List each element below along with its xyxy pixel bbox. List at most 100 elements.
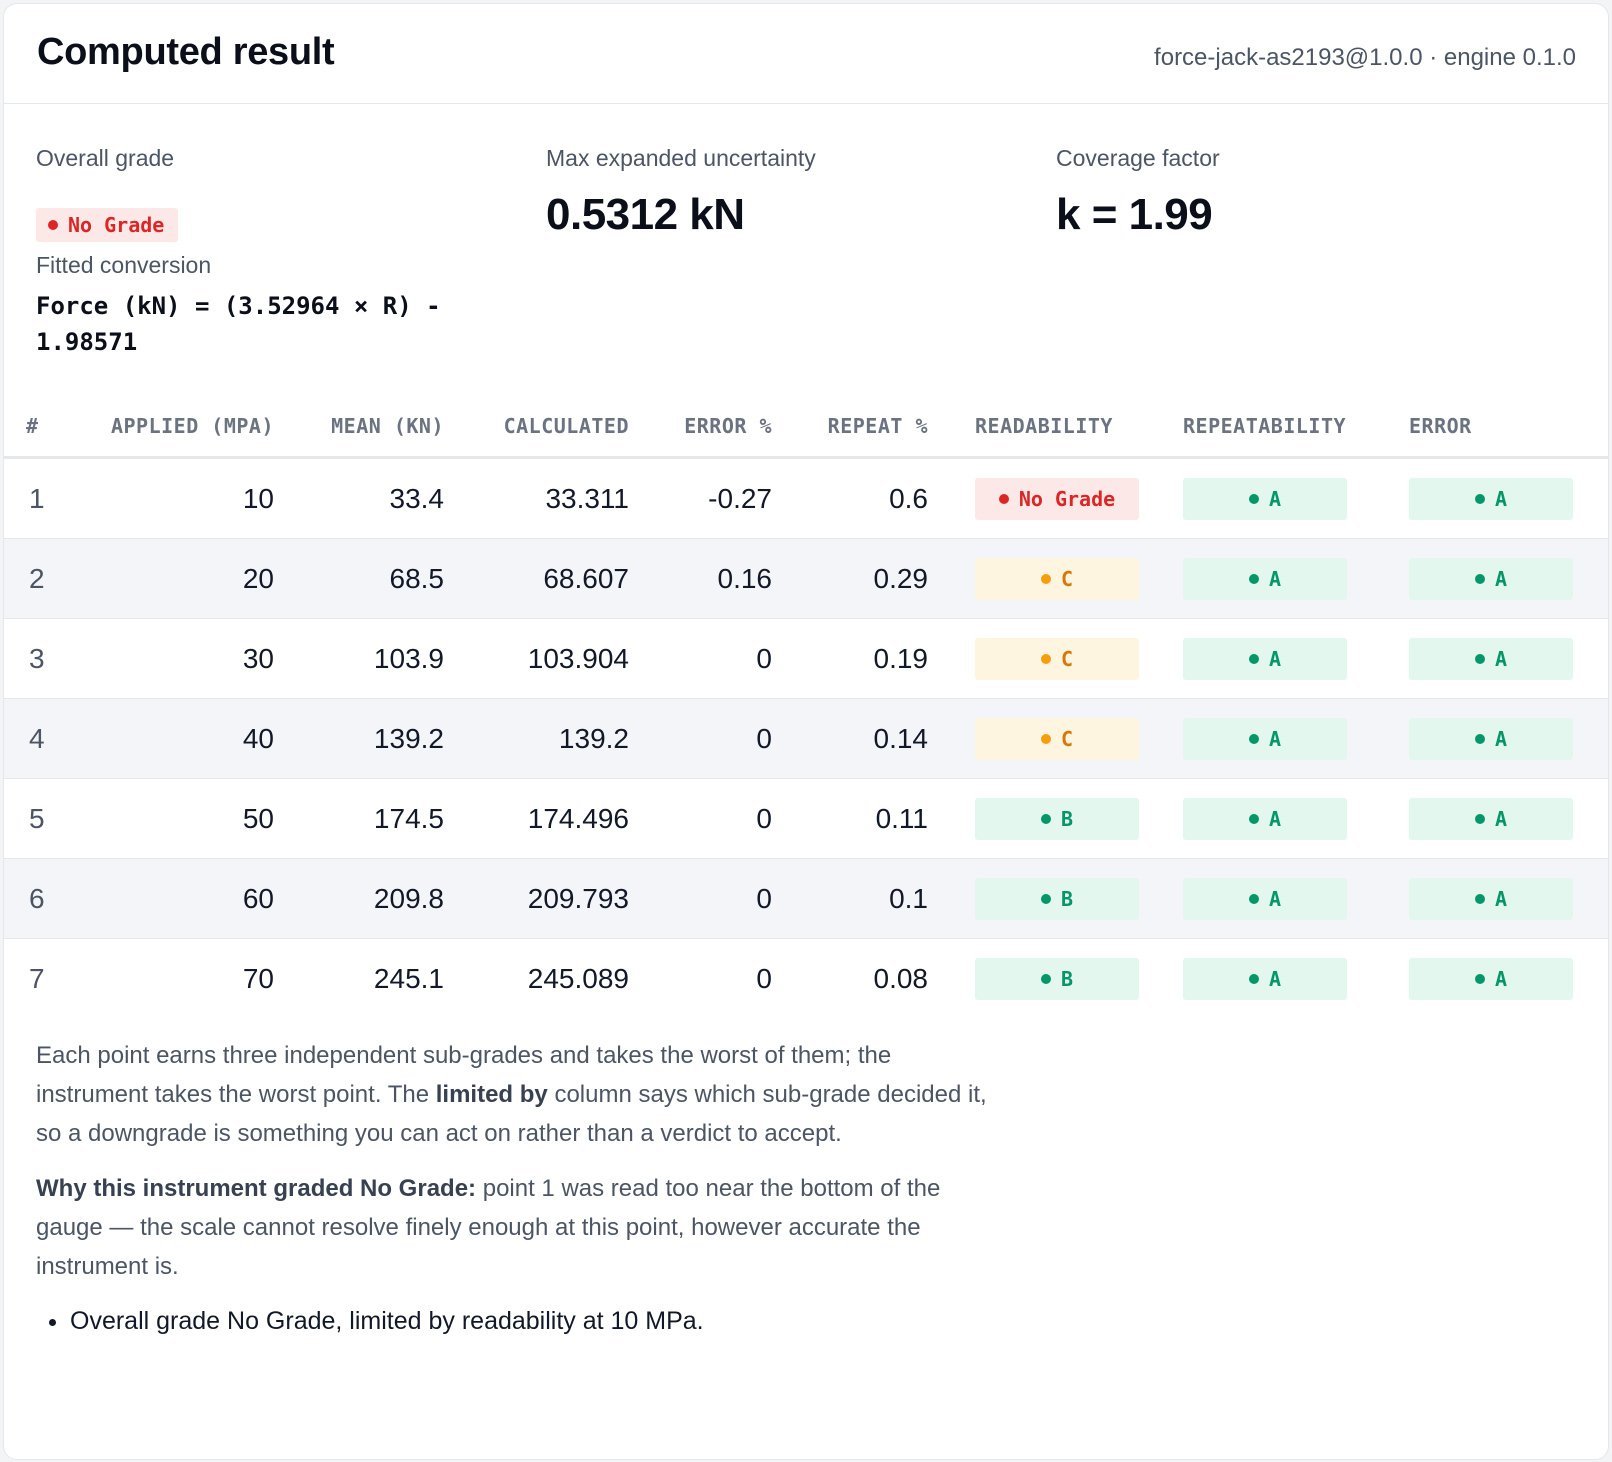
cell-error: A xyxy=(1362,538,1608,619)
error-grade-badge: A xyxy=(1409,717,1573,760)
grade-value: No Grade xyxy=(1018,486,1116,511)
repeatability-badge: A xyxy=(1183,477,1347,520)
status-dot-icon xyxy=(1474,573,1485,584)
cell-error: A xyxy=(1362,457,1608,539)
cell-index: 4 xyxy=(4,698,64,779)
status-dot-icon xyxy=(1248,573,1259,584)
summary-stats: Overall grade No Grade Fitted conversion… xyxy=(4,104,1608,404)
cell-applied: 20 xyxy=(64,538,274,619)
repeatability-badge: A xyxy=(1183,637,1347,680)
grade-value: B xyxy=(1060,806,1074,831)
repeatability-badge: A xyxy=(1183,957,1347,1000)
explanation-text-cont: column says which sub-grade decided it, … xyxy=(36,1081,987,1147)
status-dot-icon xyxy=(1248,973,1259,984)
coverage-factor-label: Coverage factor xyxy=(1056,145,1220,171)
status-dot-icon xyxy=(1040,893,1051,904)
status-dot-icon xyxy=(1248,813,1259,824)
status-dot-icon xyxy=(1474,493,1485,504)
cell-repeat-pct: 0.14 xyxy=(772,698,928,779)
cell-index: 5 xyxy=(4,778,64,859)
table-body: 1 10 33.4 33.311 -0.27 0.6 No Grade A A 2 20 68.5 68… xyxy=(4,457,1608,1019)
cell-repeat-pct: 0.29 xyxy=(772,538,928,619)
cell-readability: B xyxy=(928,778,1139,859)
status-dot-icon xyxy=(1040,813,1051,824)
col-header-error: ERROR xyxy=(1362,396,1608,459)
cell-index: 6 xyxy=(4,858,64,939)
cell-repeatability: A xyxy=(1136,538,1362,619)
col-header-calculated: CALCULATED xyxy=(444,396,629,459)
fitted-conversion-label: Fitted conversion xyxy=(36,252,212,278)
grade-value: A xyxy=(1268,886,1282,911)
cell-mean: 103.9 xyxy=(274,618,444,699)
cell-error: A xyxy=(1362,939,1608,1019)
status-dot-icon xyxy=(1248,493,1259,504)
status-dot-icon xyxy=(1040,733,1051,744)
table-row: 4 40 139.2 139.2 0 0.14 C A A xyxy=(4,698,1608,779)
cell-calculated: 174.496 xyxy=(444,778,629,859)
col-header-repeat-pct: REPEAT % xyxy=(772,396,928,459)
computed-result-card: Computed result force-jack-as2193@1.0.0 … xyxy=(3,3,1609,1460)
cell-index: 7 xyxy=(29,962,45,994)
cell-calculated: 103.904 xyxy=(444,618,629,699)
explanation-text: Each point earns three independent sub-g… xyxy=(36,1042,892,1108)
table-row: 2 20 68.5 68.607 0.16 0.29 C A A xyxy=(4,538,1608,619)
error-grade-badge: A xyxy=(1409,877,1573,920)
cell-repeat-pct: 0.08 xyxy=(873,962,929,994)
readability-badge: C xyxy=(975,557,1139,600)
cell-mean: 33.4 xyxy=(274,457,444,539)
calibration-points-table: # APPLIED (MPA) MEAN (KN) CALCULATED ERR… xyxy=(4,396,1608,1018)
why-grade-heading: Why this instrument graded No Grade: xyxy=(36,1175,477,1202)
status-dot-icon xyxy=(1040,653,1051,664)
readability-badge: B xyxy=(975,877,1139,920)
table-row: 3 30 103.9 103.904 0 0.19 C A A xyxy=(4,618,1608,699)
overall-grade-badge: No Grade xyxy=(36,208,179,242)
cell-error: A xyxy=(1362,618,1608,699)
grade-value: A xyxy=(1268,486,1282,511)
cell-error-pct: -0.27 xyxy=(629,457,772,539)
cell-error: A xyxy=(1362,778,1608,859)
grade-value: B xyxy=(1060,886,1074,911)
status-dot-icon xyxy=(1248,733,1259,744)
cell-error-pct: 0 xyxy=(629,858,772,939)
grade-value: A xyxy=(1268,566,1282,591)
col-header-index: # xyxy=(4,396,64,459)
explanation-notes: Each point earns three independent sub-g… xyxy=(36,1036,996,1341)
cell-calculated: 245.089 xyxy=(527,962,629,994)
grade-value: A xyxy=(1268,966,1282,991)
limited-by-term: limited by xyxy=(435,1081,548,1108)
error-grade-badge: A xyxy=(1409,557,1573,600)
grade-value: C xyxy=(1060,726,1074,751)
col-header-mean: MEAN (KN) xyxy=(274,396,444,459)
readability-badge: B xyxy=(975,797,1139,840)
readability-badge: B xyxy=(975,957,1139,1000)
cell-error: A xyxy=(1362,698,1608,779)
table-row: 7 70 245.1 245.089 0 0.08 B A A xyxy=(4,939,1608,1019)
cell-applied: 10 xyxy=(64,457,274,539)
status-dot-icon xyxy=(1474,973,1485,984)
grade-value: C xyxy=(1060,646,1074,671)
cell-readability: B xyxy=(928,939,1139,1019)
repeatability-badge: A xyxy=(1183,797,1347,840)
coverage-factor-value: k = 1.99 xyxy=(1056,190,1213,239)
cell-applied: 70 xyxy=(242,962,274,994)
cell-mean: 174.5 xyxy=(274,778,444,859)
status-dot-icon xyxy=(1474,893,1485,904)
repeatability-badge: A xyxy=(1183,717,1347,760)
max-uncertainty-stat: Max expanded uncertainty 0.5312 kN xyxy=(546,144,816,240)
status-dot-icon xyxy=(1474,813,1485,824)
grade-value: A xyxy=(1268,726,1282,751)
cell-error-pct: 0 xyxy=(629,778,772,859)
cell-calculated: 68.607 xyxy=(444,538,629,619)
cell-mean: 139.2 xyxy=(274,698,444,779)
summary-list: Overall grade No Grade, limited by reada… xyxy=(36,1302,996,1341)
table-row: 1 10 33.4 33.311 -0.27 0.6 No Grade A A xyxy=(4,457,1608,539)
error-grade-badge: A xyxy=(1409,637,1573,680)
grade-value: A xyxy=(1494,806,1508,831)
status-dot-icon xyxy=(1040,973,1051,984)
repeatability-badge: A xyxy=(1183,557,1347,600)
error-grade-badge: A xyxy=(1409,797,1573,840)
cell-readability: No Grade xyxy=(928,457,1139,539)
cell-index: 2 xyxy=(4,538,64,619)
cell-calculated: 33.311 xyxy=(444,457,629,539)
cell-repeatability: A xyxy=(1136,698,1362,779)
